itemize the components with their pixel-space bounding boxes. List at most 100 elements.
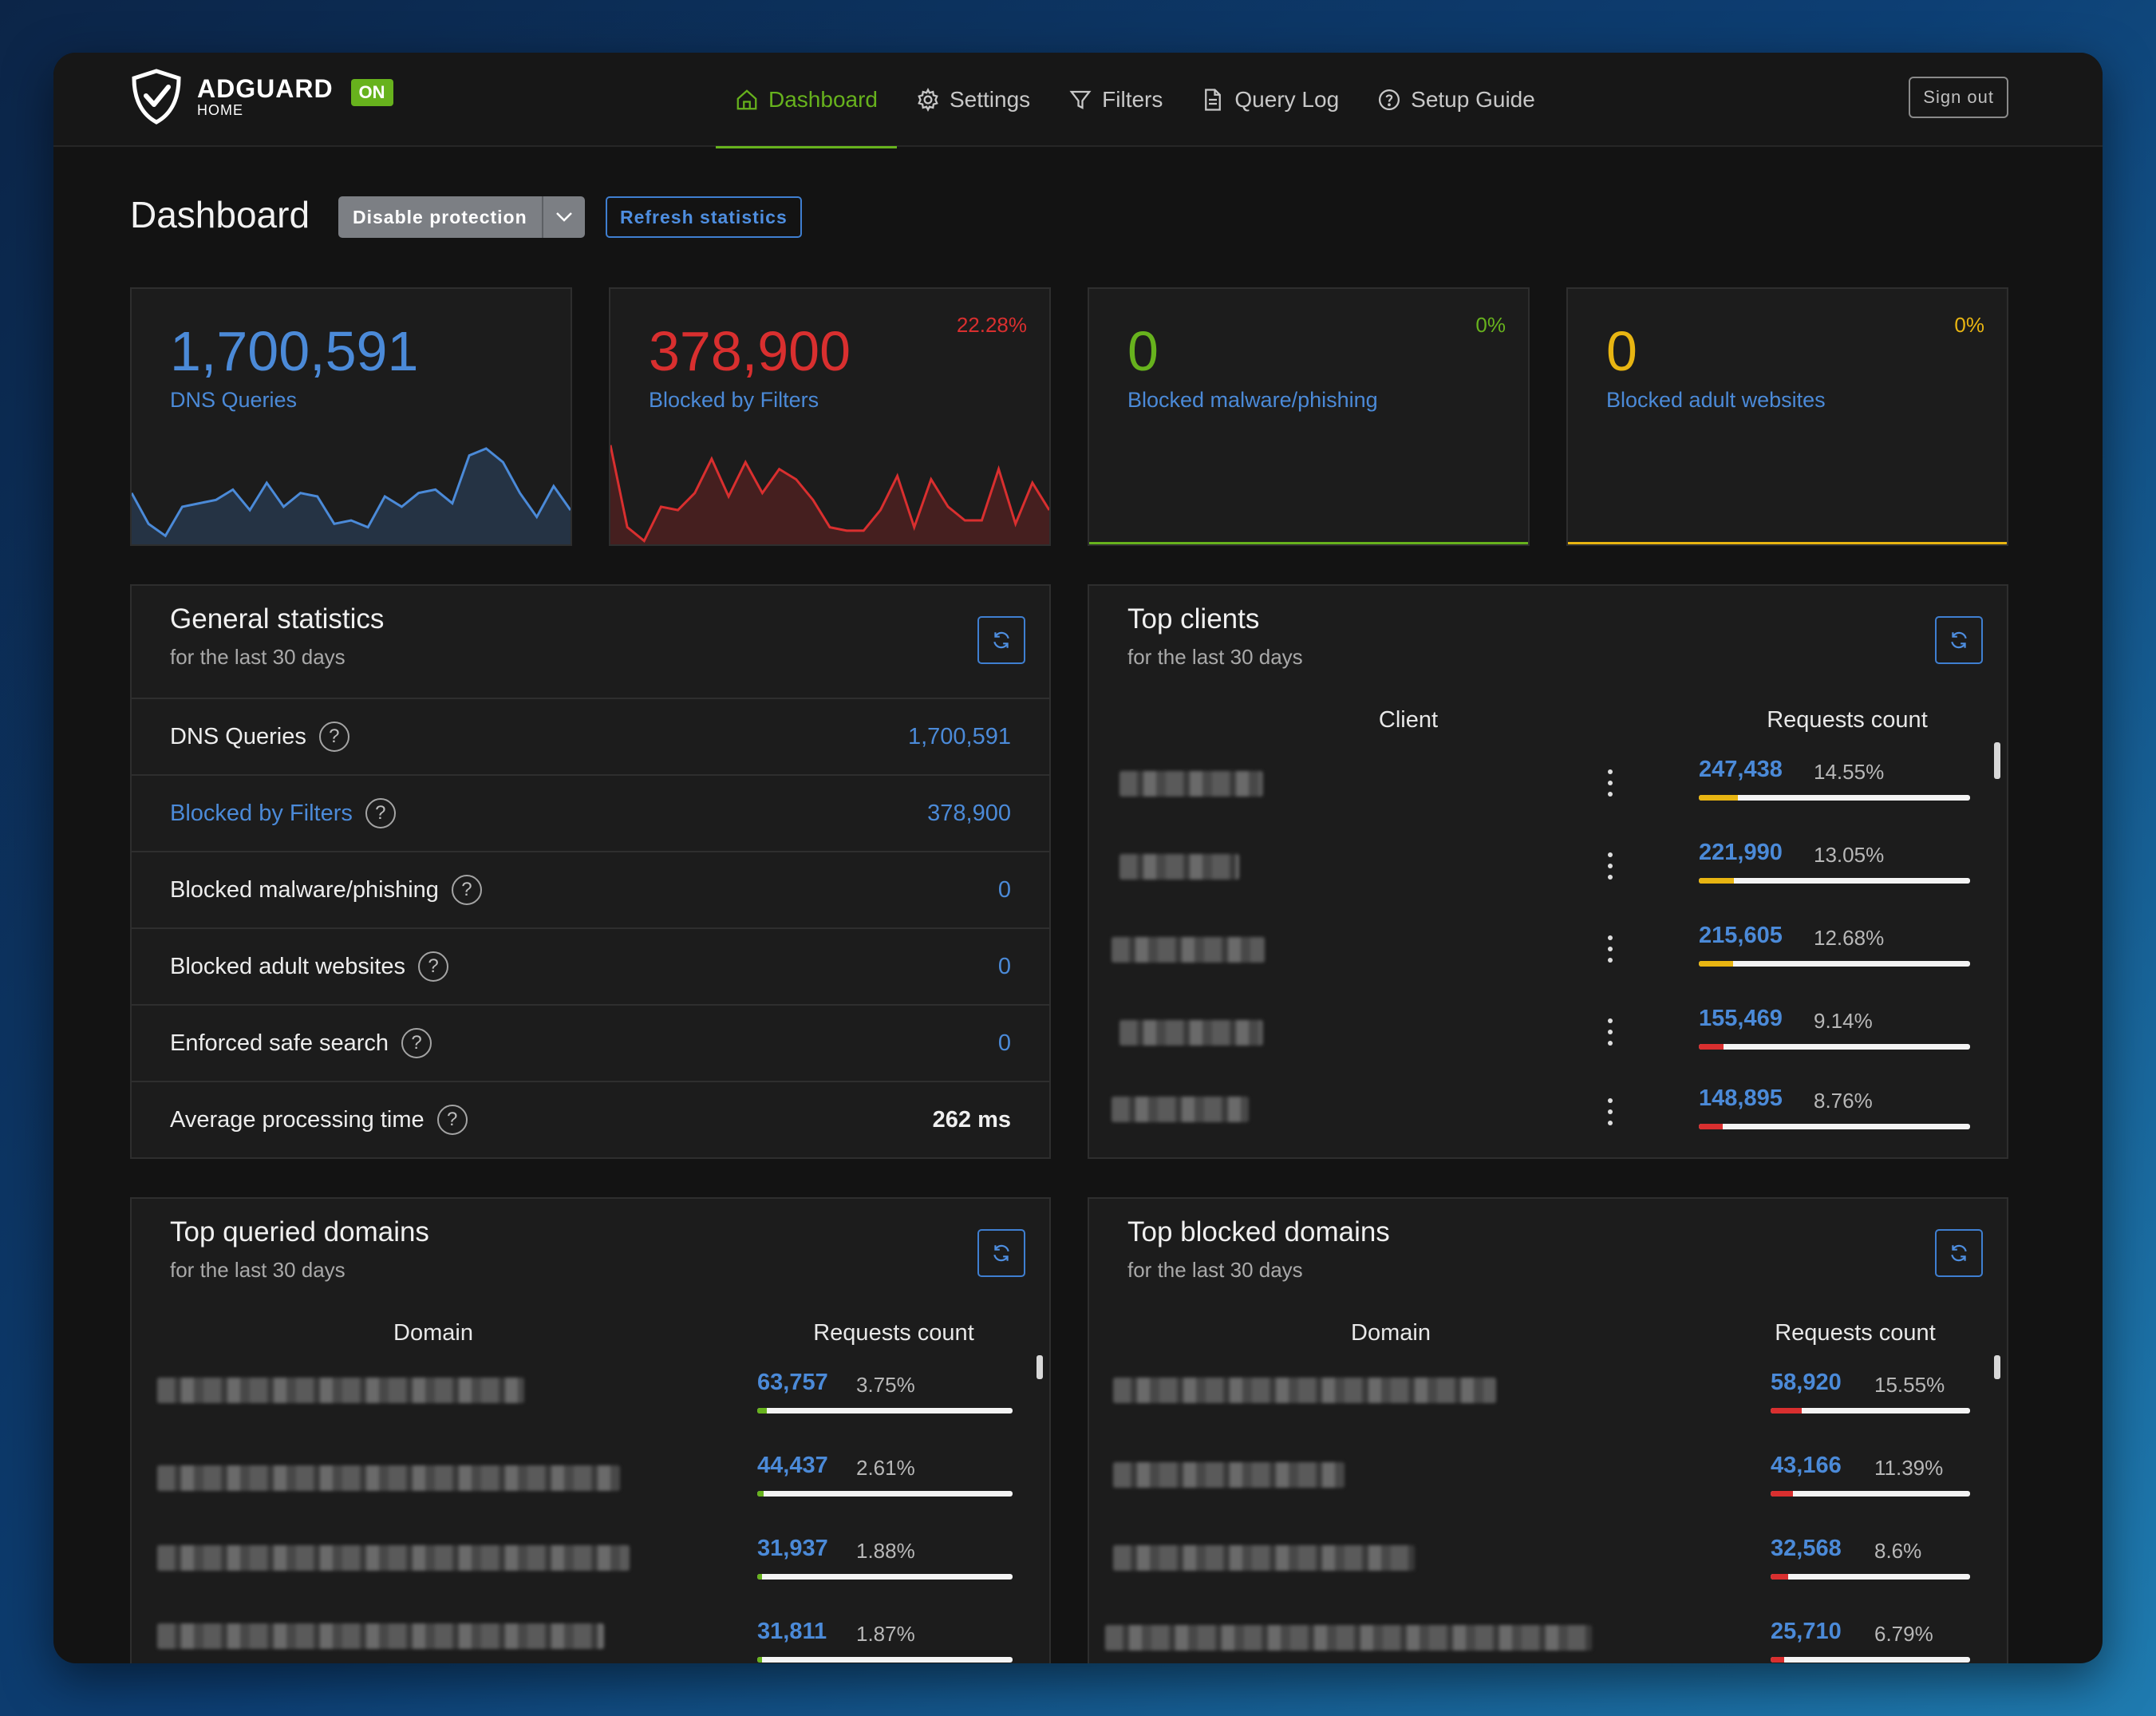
disable-protection-label[interactable]: Disable protection (338, 196, 543, 238)
request-bar-fill (1699, 795, 1739, 801)
stat-row-avg-processing: Average processing time? 262 ms (132, 1081, 1049, 1157)
table-row: 44,437 2.61% (132, 1438, 1049, 1521)
stat-percent: 0% (1475, 313, 1506, 337)
help-icon[interactable]: ? (318, 722, 349, 752)
table-row: 63,757 3.75% (132, 1355, 1049, 1438)
more-vertical-icon[interactable] (1608, 935, 1613, 963)
request-count[interactable]: 25,710 (1771, 1619, 1842, 1644)
request-count[interactable]: 31,811 (757, 1619, 827, 1644)
request-count[interactable]: 215,605 (1699, 923, 1783, 948)
stat-row-label-text[interactable]: Blocked by Filters (170, 800, 353, 826)
stat-row-value[interactable]: 0 (997, 876, 1011, 903)
stat-row-value[interactable]: 0 (997, 953, 1011, 979)
panel-subtitle: for the last 30 days (170, 1258, 346, 1282)
panel-title: Top queried domains (170, 1216, 429, 1247)
request-percent: 1.87% (856, 1622, 915, 1646)
request-bar (1771, 1408, 1970, 1414)
stat-baseline (1568, 542, 2007, 544)
domain-name-redacted[interactable] (157, 1545, 630, 1571)
column-header-requests[interactable]: Requests count (1775, 1320, 1936, 1346)
request-count[interactable]: 63,757 (757, 1370, 828, 1395)
help-icon[interactable]: ? (436, 1105, 468, 1135)
stat-row-label[interactable]: Blocked by Filters? (170, 798, 396, 828)
stat-row-value[interactable]: 0 (997, 1030, 1011, 1056)
domain-name-redacted[interactable] (1113, 1378, 1496, 1403)
request-count[interactable]: 44,437 (757, 1453, 828, 1478)
logo[interactable]: ADGUARD HOME ON (130, 69, 393, 125)
request-bar-fill (1699, 878, 1735, 884)
help-icon[interactable]: ? (451, 875, 482, 905)
client-name-redacted[interactable] (1112, 937, 1265, 963)
request-count[interactable]: 31,937 (757, 1536, 828, 1561)
stat-row-value[interactable]: 378,900 (927, 800, 1011, 826)
table-row: 58,920 15.55% (1089, 1355, 2007, 1438)
domain-name-redacted[interactable] (1113, 1545, 1415, 1571)
column-header-client[interactable]: Client (1378, 707, 1439, 733)
stat-row-label-text: Enforced safe search (170, 1030, 389, 1056)
domain-name-redacted[interactable] (157, 1465, 620, 1491)
scrollbar-thumb[interactable] (1994, 742, 2000, 779)
stat-card-blocked-filters: 378,900 Blocked by Filters 22.28% (609, 287, 1051, 546)
domain-name-redacted[interactable] (157, 1378, 524, 1403)
client-name-redacted[interactable] (1119, 854, 1239, 880)
refresh-button[interactable] (1935, 1229, 1983, 1277)
stat-row-value[interactable]: 1,700,591 (907, 723, 1011, 749)
table-row: 31,811 1.87% (132, 1604, 1049, 1663)
request-count[interactable]: 43,166 (1771, 1453, 1842, 1478)
nav-query-log[interactable]: Query Log (1182, 53, 1358, 147)
refresh-statistics-button[interactable]: Refresh statistics (606, 196, 802, 238)
request-count[interactable]: 58,920 (1771, 1370, 1842, 1395)
refresh-button[interactable] (1935, 616, 1983, 664)
column-header-domain[interactable]: Domain (393, 1320, 473, 1346)
sparkline-line (132, 447, 571, 538)
sign-out-button[interactable]: Sign out (1909, 77, 2008, 118)
help-icon[interactable]: ? (401, 1028, 432, 1058)
request-bar (757, 1574, 1013, 1580)
domain-name-redacted[interactable] (1113, 1462, 1345, 1488)
more-vertical-icon[interactable] (1608, 1018, 1613, 1046)
client-name-redacted[interactable] (1112, 1097, 1249, 1122)
request-percent: 8.6% (1874, 1539, 1922, 1563)
sparkline-area (132, 449, 571, 544)
refresh-button[interactable] (977, 1229, 1025, 1277)
page-title: Dashboard (130, 194, 310, 235)
more-vertical-icon[interactable] (1608, 1098, 1613, 1125)
chevron-down-icon[interactable] (543, 196, 585, 238)
help-icon[interactable]: ? (418, 951, 448, 982)
stat-row-label: Blocked malware/phishing? (170, 875, 482, 905)
help-icon[interactable]: ? (365, 798, 396, 828)
disable-protection-button[interactable]: Disable protection (338, 196, 585, 238)
more-vertical-icon[interactable] (1608, 852, 1613, 880)
more-vertical-icon[interactable] (1608, 769, 1613, 797)
stat-row-label: Blocked adult websites? (170, 951, 448, 982)
request-count[interactable]: 155,469 (1699, 1006, 1783, 1031)
column-header-requests[interactable]: Requests count (813, 1320, 974, 1346)
request-percent: 8.76% (1814, 1089, 1873, 1113)
request-bar-fill (1699, 1124, 1723, 1129)
panel-title: Top blocked domains (1127, 1216, 1390, 1247)
request-count[interactable]: 148,895 (1699, 1085, 1783, 1111)
request-bar (1699, 878, 1970, 884)
request-count[interactable]: 247,438 (1699, 757, 1783, 782)
scrollbar-thumb[interactable] (1037, 1355, 1043, 1379)
column-header-domain[interactable]: Domain (1351, 1320, 1431, 1346)
logo-name: ADGUARD (197, 74, 334, 103)
request-count[interactable]: 32,568 (1771, 1536, 1842, 1561)
domain-name-redacted[interactable] (157, 1623, 604, 1649)
nav-label: Dashboard (768, 87, 878, 112)
nav-setup-guide[interactable]: Setup Guide (1358, 53, 1554, 147)
client-name-redacted[interactable] (1119, 1020, 1263, 1046)
client-name-redacted[interactable] (1119, 771, 1263, 797)
stat-row-value: 262 ms (932, 1106, 1011, 1133)
nav-settings[interactable]: Settings (897, 53, 1049, 147)
stat-row-label-text: Blocked malware/phishing (170, 876, 439, 903)
domain-name-redacted[interactable] (1105, 1625, 1592, 1651)
column-header-requests[interactable]: Requests count (1767, 707, 1928, 733)
request-count[interactable]: 221,990 (1699, 840, 1783, 865)
scrollbar-thumb[interactable] (1994, 1355, 2000, 1379)
refresh-button[interactable] (977, 616, 1025, 664)
request-bar-fill (757, 1491, 764, 1497)
request-bar (1771, 1574, 1970, 1580)
nav-dashboard[interactable]: Dashboard (716, 53, 897, 148)
nav-filters[interactable]: Filters (1049, 53, 1182, 147)
